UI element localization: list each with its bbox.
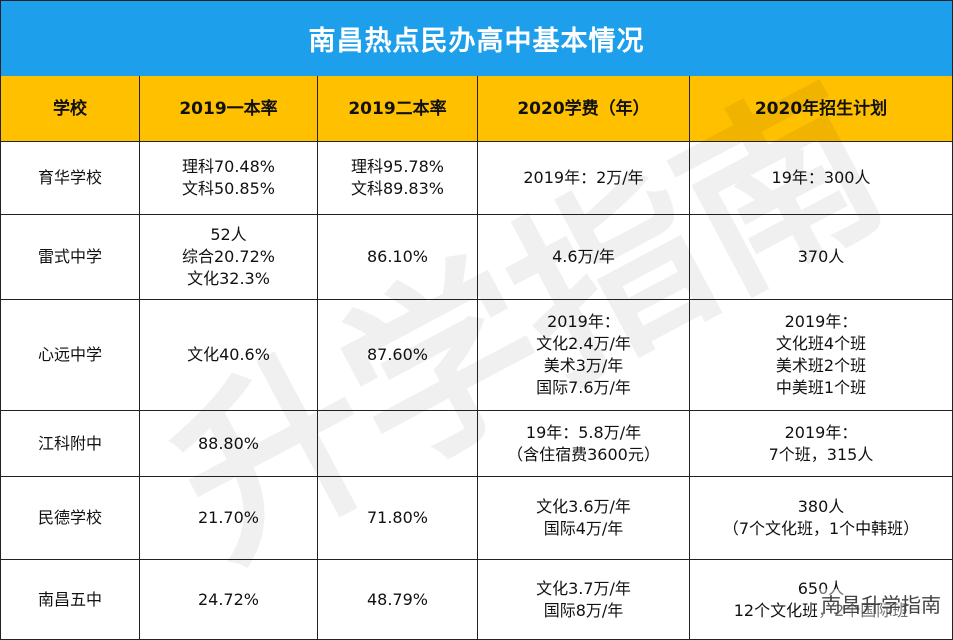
cell-line: 7个班，315人: [768, 444, 874, 464]
table-cell: 52人综合20.72% 文化32.3%: [140, 215, 318, 300]
cell-line: 文化班4个班: [775, 334, 867, 353]
cell-line: 380人: [797, 497, 845, 516]
cell-line: 2019年：2万/年: [523, 168, 644, 187]
cell-line: 370人: [797, 247, 845, 266]
table-cell: 2019年： 7个班，315人: [690, 411, 953, 477]
cell-line: 民德学校: [37, 508, 102, 527]
cell-line: 52人: [210, 225, 247, 244]
cell-line: 文化2.4万/年: [536, 334, 631, 353]
cell-line: 心远中学: [37, 345, 102, 364]
cell-line: 理科95.78%: [350, 157, 444, 176]
cell-line: 育华学校: [37, 168, 102, 187]
table-cell: 南昌五中: [0, 560, 140, 640]
table-cell: 心远中学: [0, 300, 140, 411]
table-cell: 民德学校: [0, 477, 140, 560]
table-cell: 19年：300人: [690, 142, 953, 215]
column-header: 2019二本率: [318, 76, 478, 142]
cell-line: 86.10%: [366, 247, 428, 266]
cell-line: 国际7.6万/年: [536, 378, 631, 397]
table-cell: 文化3.7万/年 国际8万/年: [478, 560, 690, 640]
cell-line: 国际8万/年: [543, 600, 624, 620]
table-cell: 2019年： 文化班4个班 美术班2个班 中美班1个班: [690, 300, 953, 411]
table-cell: 71.80%: [318, 477, 478, 560]
table-cell: 育华学校: [0, 142, 140, 215]
table-cell: 理科70.48% 文科50.85%: [140, 142, 318, 215]
cell-line: 2019年：: [784, 312, 858, 331]
cell-line: 650人: [797, 578, 845, 598]
table-cell: 24.72%: [140, 560, 318, 640]
cell-line: 71.80%: [366, 508, 428, 527]
cell-line: 雷式中学: [37, 247, 102, 266]
cell-line: 87.60%: [366, 345, 428, 364]
table-cell: 理科95.78% 文科89.83%: [318, 142, 478, 215]
table-cell: 21.70%: [140, 477, 318, 560]
cell-line: 综合20.72%: [181, 247, 275, 266]
table-cell: 88.80%: [140, 411, 318, 477]
cell-line: 文化40.6%: [187, 345, 270, 364]
cell-line: 美术3万/年: [543, 356, 624, 375]
cell-line: 21.70%: [197, 508, 259, 527]
column-header: 2019一本率: [140, 76, 318, 142]
cell-line: 文科50.85%: [181, 179, 275, 198]
table-cell: 380人 （7个文化班，1个中韩班）: [690, 477, 953, 560]
table-title: 南昌热点民办高中基本情况: [0, 0, 953, 77]
table-cell: 87.60%: [318, 300, 478, 411]
cell-line: （7个文化班，1个中韩班）: [722, 519, 920, 538]
cell-line: 文化3.7万/年: [536, 578, 631, 598]
cell-line: 中美班1个班: [775, 378, 867, 397]
table-cell: 江科附中: [0, 411, 140, 477]
cell-line: 12个文化班，2个国际班: [733, 600, 909, 620]
brand-logo: 南昌升学指南: [817, 589, 945, 618]
cell-line: 19年：5.8万/年: [525, 422, 642, 442]
cell-line: 美术班2个班: [775, 356, 867, 375]
table-cell: 370人: [690, 215, 953, 300]
table-cell: [318, 411, 478, 477]
cell-line: 88.80%: [197, 433, 259, 453]
table-cell: 19年：5.8万/年 （含住宿费3600元）: [478, 411, 690, 477]
cell-line: 4.6万/年: [552, 247, 615, 266]
cell-line: 江科附中: [37, 433, 102, 453]
cell-line: 理科70.48%: [181, 157, 275, 176]
table-cell: 4.6万/年: [478, 215, 690, 300]
cell-line: 19年：300人: [771, 168, 871, 187]
table-cell: 86.10%: [318, 215, 478, 300]
cell-line: 文科89.83%: [350, 179, 444, 198]
column-header: 学校: [0, 76, 140, 142]
table-cell: 48.79%: [318, 560, 478, 640]
cell-line: 文化3.6万/年: [536, 497, 631, 516]
cell-line: （含住宿费3600元）: [507, 444, 660, 464]
column-header: 2020学费（年）: [478, 76, 690, 142]
cell-line: 24.72%: [197, 589, 259, 609]
table-cell: 文化40.6%: [140, 300, 318, 411]
cell-line: 2019年：: [547, 312, 620, 331]
table-cell: 文化3.6万/年 国际4万/年: [478, 477, 690, 560]
cell-line: 国际4万/年: [543, 519, 624, 538]
table-cell: 2019年：2万/年: [478, 142, 690, 215]
table-cell: 雷式中学: [0, 215, 140, 300]
cell-line: 2019年：: [784, 422, 858, 442]
cell-line: 48.79%: [366, 589, 428, 609]
cell-line: 文化32.3%: [187, 269, 270, 288]
column-header: 2020年招生计划: [690, 76, 953, 142]
cell-line: 南昌五中: [37, 589, 102, 609]
table-cell: 2019年： 文化2.4万/年 美术3万/年 国际7.6万/年: [478, 300, 690, 411]
